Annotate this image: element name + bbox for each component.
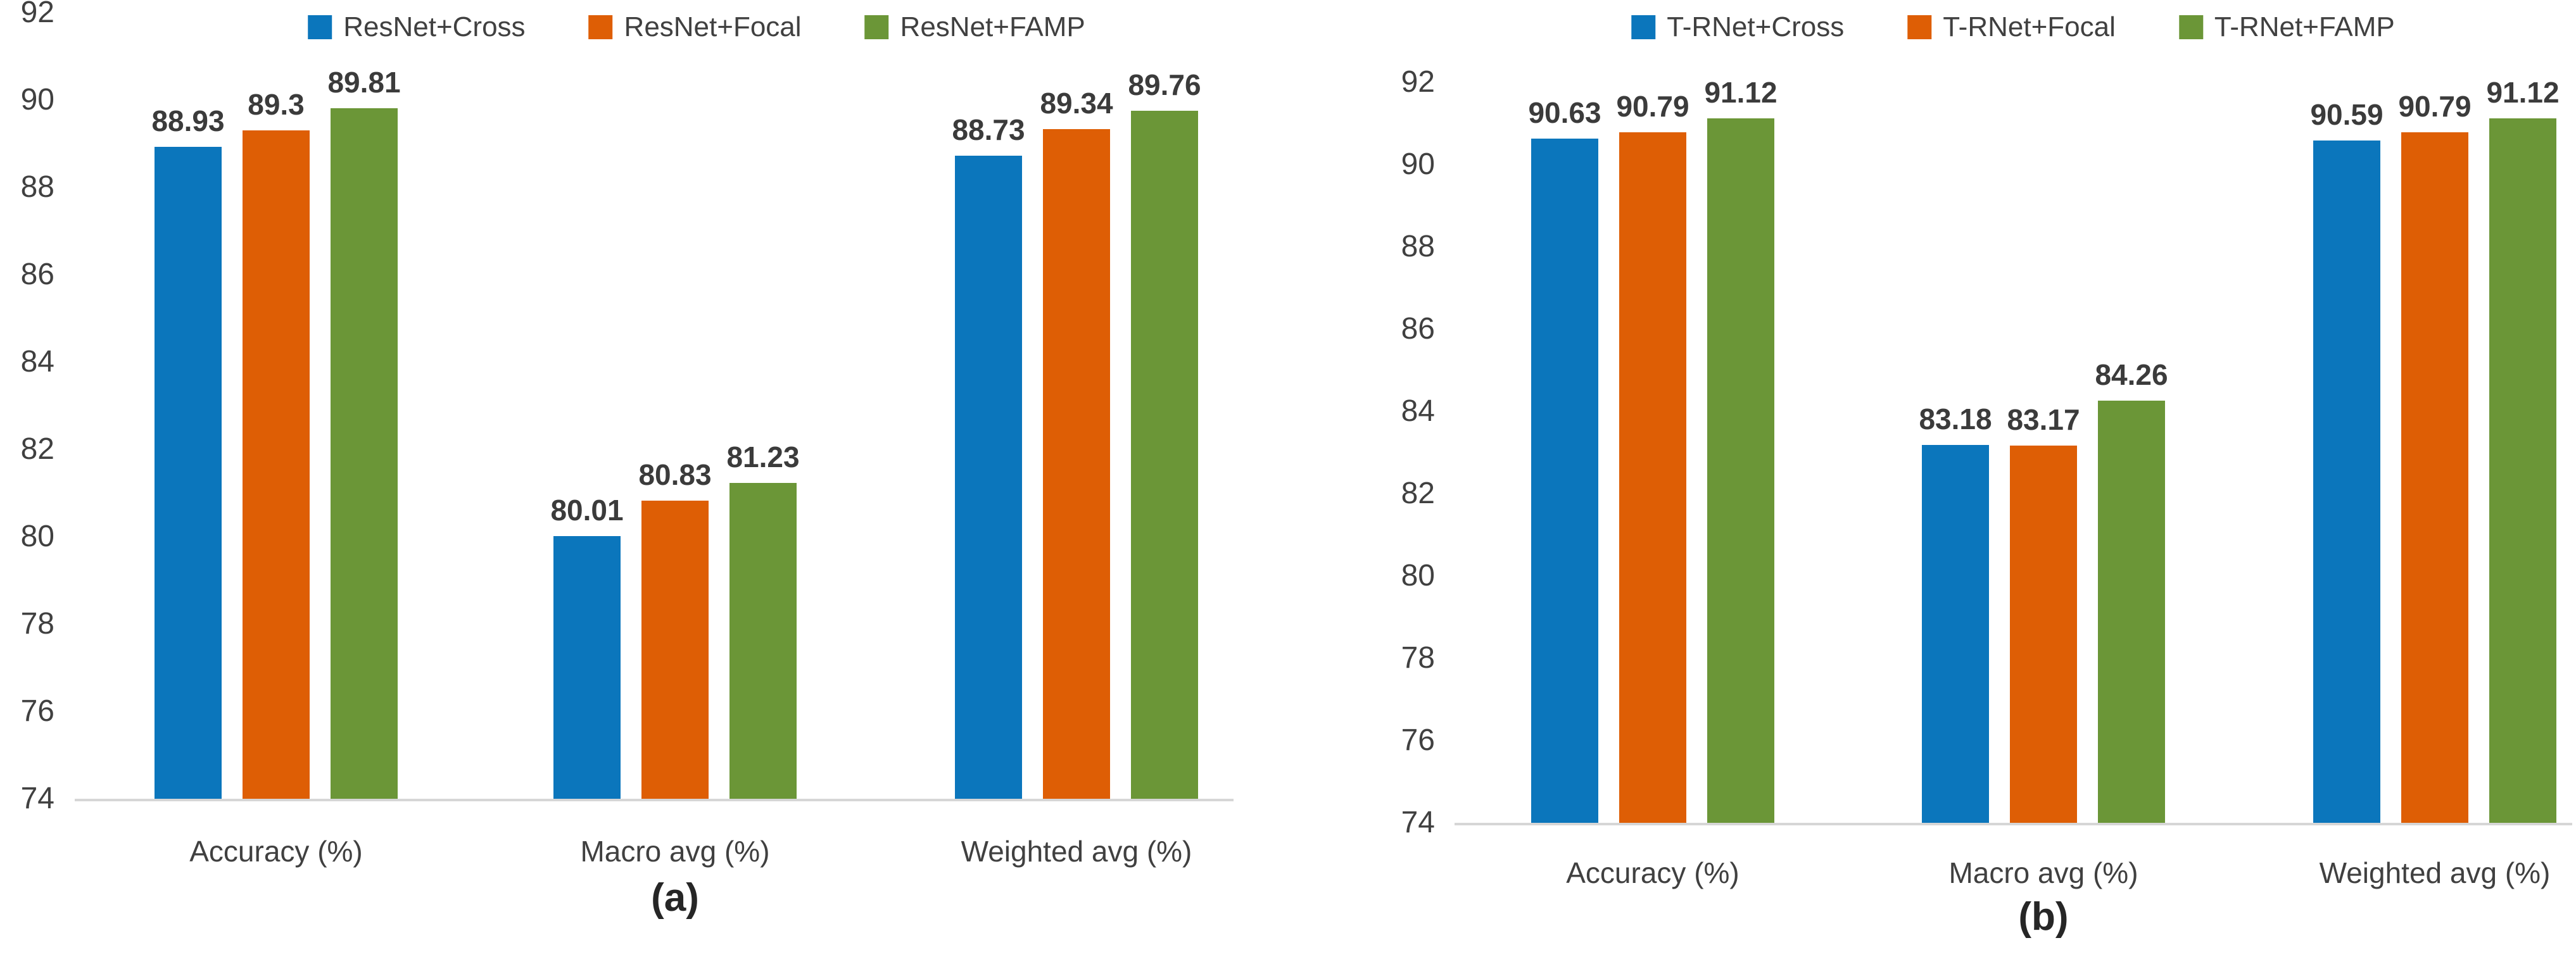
legend-label: ResNet+Focal <box>624 11 802 42</box>
bar <box>243 130 310 799</box>
bar <box>641 500 709 799</box>
bar <box>553 536 621 799</box>
x-axis-category-label: Accuracy (%) <box>189 835 363 868</box>
y-axis-tick-label: 74 <box>20 782 54 815</box>
bar-value-label: 83.18 <box>1919 403 1992 436</box>
bar <box>2313 140 2380 823</box>
bar <box>1619 132 1686 823</box>
y-axis-tick-label: 86 <box>1401 312 1435 346</box>
y-axis-tick-label: 76 <box>1401 723 1435 757</box>
y-axis-tick-label: 84 <box>20 345 54 378</box>
bar <box>955 155 1022 799</box>
bar-value-label: 90.63 <box>1528 96 1601 130</box>
bar-value-label: 88.73 <box>952 113 1025 146</box>
y-axis-tick-label: 90 <box>1401 147 1435 181</box>
y-axis-tick-label: 80 <box>1401 559 1435 592</box>
bar <box>155 146 222 799</box>
bar-value-label: 88.93 <box>151 104 225 137</box>
x-axis-category-label: Weighted avg (%) <box>2319 856 2551 889</box>
legend-swatch-icon <box>588 15 613 39</box>
y-axis-tick-label: 92 <box>1401 65 1435 99</box>
legend-item: ResNet+Cross <box>308 11 526 43</box>
legend-label: ResNet+Cross <box>343 11 526 42</box>
y-axis-tick-label: 88 <box>1401 230 1435 263</box>
legend-label: T-RNet+FAMP <box>2214 11 2395 42</box>
bar <box>729 483 797 799</box>
legend-label: ResNet+FAMP <box>900 11 1085 42</box>
x-axis-category-label: Macro avg (%) <box>580 835 770 868</box>
legend-item: ResNet+FAMP <box>864 11 1085 43</box>
bar <box>1131 110 1198 799</box>
panel-caption: (a) <box>651 876 699 920</box>
y-axis-tick-label: 88 <box>20 170 54 204</box>
y-axis-tick-label: 80 <box>20 520 54 553</box>
legend-label: T-RNet+Cross <box>1667 11 1845 42</box>
x-axis-category-label: Accuracy (%) <box>1566 856 1739 889</box>
bar-value-label: 89.76 <box>1128 68 1201 101</box>
bar-value-label: 80.83 <box>638 458 712 491</box>
legend-swatch-icon <box>2178 15 2203 39</box>
y-axis-tick-label: 84 <box>1401 394 1435 428</box>
y-axis-tick-label: 78 <box>1401 641 1435 675</box>
chart-panel-a: ResNet+Cross ResNet+Focal ResNet+FAMP 92 90 8… <box>20 0 1234 920</box>
y-axis-tick-label: 82 <box>20 432 54 466</box>
bar-value-label: 91.12 <box>1704 76 1777 109</box>
bar-value-label: 81.23 <box>726 441 800 474</box>
y-axis-tick-label: 78 <box>20 607 54 641</box>
bar <box>1707 118 1774 823</box>
panel-caption: (b) <box>2018 895 2069 939</box>
legend-swatch-icon <box>1631 15 1656 39</box>
legend-item: T-RNet+Cross <box>1631 11 1844 43</box>
legend-item: T-RNet+Focal <box>1907 11 2116 43</box>
legend: ResNet+Cross ResNet+Focal ResNet+FAMP <box>308 11 1085 43</box>
bar-value-label: 91.12 <box>2486 76 2560 109</box>
bar-value-label: 83.17 <box>2007 403 2080 436</box>
bar-value-label: 90.59 <box>2310 97 2383 131</box>
legend: T-RNet+Cross T-RNet+Focal T-RNet+FAMP <box>1631 11 2395 43</box>
bar <box>331 108 398 799</box>
x-axis-baseline <box>75 799 1234 801</box>
bar-value-label: 90.79 <box>1616 89 1689 123</box>
x-axis-baseline <box>1455 823 2572 825</box>
y-axis-tick-label: 90 <box>20 83 54 116</box>
bar <box>2489 118 2556 823</box>
x-axis-category-label: Weighted avg (%) <box>961 835 1192 868</box>
bar-value-label: 80.01 <box>550 494 624 527</box>
legend-swatch-icon <box>308 15 332 39</box>
chart-panel-b: T-RNet+Cross T-RNet+Focal T-RNet+FAMP 92 90 8… <box>1288 0 2576 957</box>
bar <box>2098 401 2165 823</box>
x-axis-category-label: Macro avg (%) <box>1948 856 2138 889</box>
bar-value-label: 84.26 <box>2095 358 2168 392</box>
bar <box>2010 445 2077 823</box>
bar <box>1043 128 1110 799</box>
legend-item: T-RNet+FAMP <box>2178 11 2395 43</box>
bar-value-label: 90.79 <box>2398 89 2472 123</box>
y-axis-tick-label: 74 <box>1401 806 1435 839</box>
legend-label: T-RNet+Focal <box>1943 11 2116 42</box>
bar <box>2401 132 2468 823</box>
y-axis-tick-label: 82 <box>1401 477 1435 510</box>
legend-swatch-icon <box>1907 15 1932 39</box>
y-axis-tick-label: 92 <box>20 0 54 29</box>
y-axis-tick-label: 86 <box>20 258 54 291</box>
bar <box>1922 445 1989 823</box>
y-axis-tick-label: 76 <box>20 694 54 728</box>
bar-value-label: 89.3 <box>248 88 305 122</box>
bar-value-label: 89.81 <box>327 66 401 99</box>
bar <box>1531 139 1598 823</box>
bar-value-label: 89.34 <box>1040 86 1113 120</box>
legend-swatch-icon <box>864 15 889 39</box>
legend-item: ResNet+Focal <box>588 11 802 43</box>
